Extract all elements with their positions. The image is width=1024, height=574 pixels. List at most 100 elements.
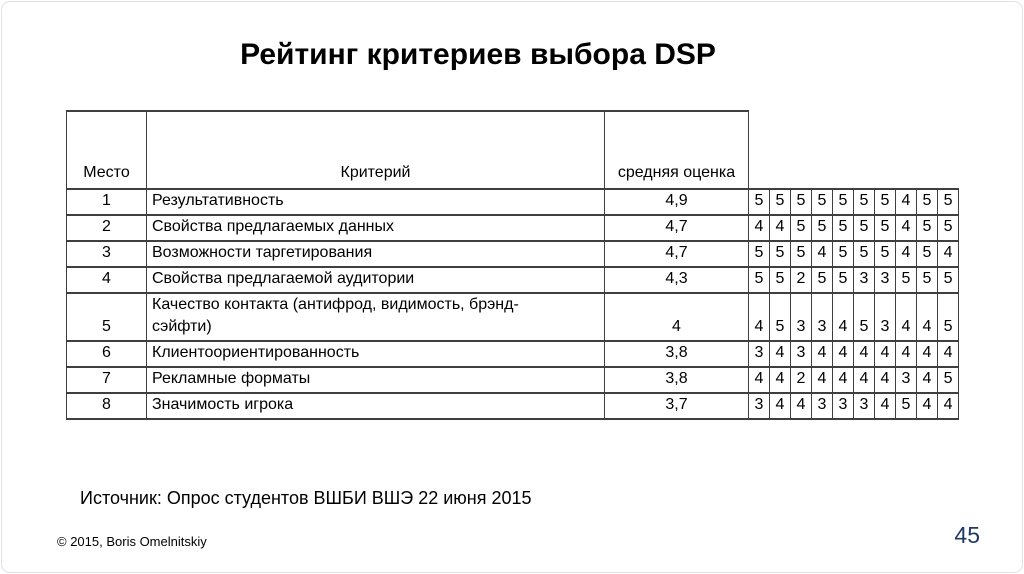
cell-score: 5 [874, 240, 896, 268]
cell-score: 4 [832, 366, 854, 394]
cell-score: 5 [936, 266, 960, 294]
cell-criterion: Рекламные форматы [146, 366, 605, 394]
cell-score: 5 [916, 240, 938, 268]
cell-score: 5 [832, 188, 854, 216]
cell-score: 5 [790, 188, 812, 216]
cell-criterion: Качество контакта (антифрод, видимость, … [146, 292, 605, 342]
cell-score: 4 [874, 340, 896, 368]
cell-place: 2 [66, 214, 147, 242]
cell-average-score: 4 [604, 292, 749, 342]
copyright-note: © 2015, Boris Omelnitskiy [57, 534, 207, 549]
cell-score: 3 [895, 366, 917, 394]
cell-score: 4 [769, 214, 791, 242]
cell-score: 5 [748, 188, 770, 216]
cell-score: 4 [895, 292, 917, 342]
cell-score: 3 [853, 392, 875, 420]
cell-score: 4 [895, 340, 917, 368]
cell-score: 5 [853, 240, 875, 268]
header-avg: средняя оценка [604, 110, 749, 190]
cell-score: 4 [832, 292, 854, 342]
cell-score: 5 [853, 214, 875, 242]
cell-score: 4 [769, 392, 791, 420]
cell-place: 4 [66, 266, 147, 294]
cell-score: 5 [895, 392, 917, 420]
cell-score: 4 [811, 366, 833, 394]
cell-score: 5 [790, 240, 812, 268]
cell-score: 2 [790, 266, 812, 294]
cell-place: 3 [66, 240, 147, 268]
cell-criterion: Результативность [146, 188, 605, 216]
table-row: 2 Свойства предлагаемых данных 4,7 4 4 5 5 5 5 5 4… [66, 214, 960, 242]
cell-score: 4 [916, 392, 938, 420]
cell-score: 4 [853, 366, 875, 394]
cell-score: 4 [874, 392, 896, 420]
cell-score: 5 [916, 266, 938, 294]
cell-score: 3 [874, 266, 896, 294]
cell-score: 4 [811, 340, 833, 368]
cell-score: 5 [853, 188, 875, 216]
cell-score: 4 [748, 366, 770, 394]
cell-score: 5 [874, 188, 896, 216]
cell-score: 4 [916, 340, 938, 368]
cell-score: 3 [853, 266, 875, 294]
cell-score: 5 [769, 188, 791, 216]
cell-score: 3 [790, 292, 812, 342]
table-row: 8 Значимость игрока 3,7 3 4 4 3 3 3 4 5 4 4 [66, 392, 960, 420]
cell-place: 8 [66, 392, 147, 420]
cell-score: 3 [811, 292, 833, 342]
cell-score: 3 [874, 292, 896, 342]
cell-score: 5 [853, 292, 875, 342]
cell-score: 3 [748, 340, 770, 368]
cell-score: 5 [936, 292, 960, 342]
cell-score: 5 [936, 366, 960, 394]
criteria-table-body: 1 Результативность 4,9 5 5 5 5 5 5 5 4 5 5 2 Свойства … [66, 188, 960, 420]
cell-score: 3 [748, 392, 770, 420]
cell-score: 4 [811, 240, 833, 268]
cell-score: 4 [769, 340, 791, 368]
cell-score: 5 [916, 188, 938, 216]
cell-score: 4 [936, 392, 960, 420]
cell-criterion: Клиентоориентированность [146, 340, 605, 368]
cell-score: 5 [874, 214, 896, 242]
source-note: Источник: Опрос студентов ВШБИ ВШЭ 22 ию… [80, 488, 532, 508]
cell-average-score: 3,7 [604, 392, 749, 420]
table-row: 6 Клиентоориентированность 3,8 3 4 3 4 4 4 4 4 4 4 [66, 340, 960, 368]
cell-score: 4 [874, 366, 896, 394]
cell-criterion: Возможности таргетирования [146, 240, 605, 268]
cell-score: 4 [895, 240, 917, 268]
cell-score: 3 [832, 392, 854, 420]
cell-score: 5 [748, 240, 770, 268]
cell-score: 5 [811, 188, 833, 216]
cell-place: 1 [66, 188, 147, 216]
cell-score: 5 [811, 266, 833, 294]
table-row: 1 Результативность 4,9 5 5 5 5 5 5 5 4 5 5 [66, 188, 960, 216]
cell-score: 3 [790, 340, 812, 368]
table-row: 4 Свойства предлагаемой аудитории 4,3 5 5 2 5 5… [66, 266, 960, 294]
slide-title: Рейтинг критериев выбора DSP [240, 38, 716, 71]
cell-score: 4 [916, 366, 938, 394]
cell-score: 4 [895, 214, 917, 242]
cell-score: 4 [748, 214, 770, 242]
cell-criterion: Свойства предлагаемых данных [146, 214, 605, 242]
cell-score: 4 [769, 366, 791, 394]
cell-score: 5 [769, 240, 791, 268]
cell-score: 4 [790, 392, 812, 420]
cell-place: 5 [66, 292, 147, 342]
cell-average-score: 3,8 [604, 340, 749, 368]
cell-score: 5 [748, 266, 770, 294]
table-row: 7 Рекламные форматы 3,8 4 4 2 4 4 4 4 3 4 5 [66, 366, 960, 394]
header-criterion: Критерий [146, 110, 605, 190]
cell-score: 5 [832, 240, 854, 268]
page-number: 45 [954, 522, 980, 548]
cell-score: 5 [936, 214, 960, 242]
cell-score: 4 [895, 188, 917, 216]
table-row: 3 Возможности таргетирования 4,7 5 5 5 4 5 5 5 4 5 4 [66, 240, 960, 268]
cell-score: 4 [936, 340, 960, 368]
cell-score: 2 [790, 366, 812, 394]
cell-average-score: 4,7 [604, 240, 749, 268]
cell-score: 3 [811, 392, 833, 420]
cell-average-score: 4,9 [604, 188, 749, 216]
table-header-row: Место Критерий средняя оценка [66, 110, 959, 190]
header-place: Место [66, 110, 147, 190]
